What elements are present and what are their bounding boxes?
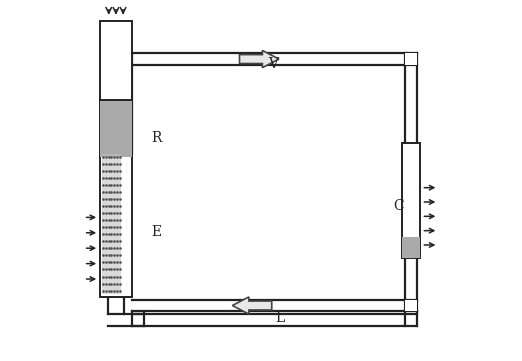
Bar	[102, 154, 121, 294]
Bar	[402, 237, 420, 257]
Bar	[100, 154, 132, 297]
Bar	[100, 21, 132, 157]
Bar	[406, 300, 417, 311]
Text: V: V	[268, 57, 278, 71]
Text: E: E	[152, 225, 162, 239]
Polygon shape	[240, 51, 279, 68]
Bar	[406, 53, 417, 65]
Polygon shape	[232, 297, 272, 314]
Bar	[402, 143, 420, 257]
Text: C: C	[394, 199, 404, 213]
Text: L: L	[275, 312, 284, 325]
Text: R: R	[152, 131, 162, 144]
Bar	[100, 100, 132, 157]
